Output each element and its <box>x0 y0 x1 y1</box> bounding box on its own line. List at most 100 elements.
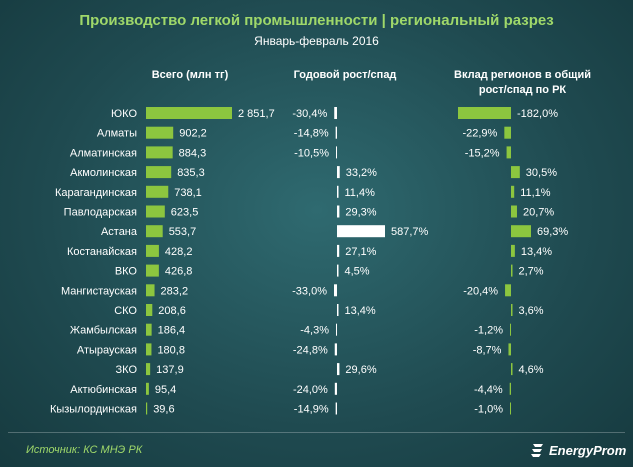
category-label: Павлодарская <box>64 207 137 219</box>
total-value-label: 2 851,7 <box>238 108 275 120</box>
total-value-label: 426,8 <box>165 266 193 278</box>
brand-logo: EnergyProm <box>530 441 626 459</box>
contribution-bar <box>510 402 511 415</box>
growth-value-label: 33,2% <box>346 167 377 179</box>
growth-bar <box>337 244 340 257</box>
contribution-bar <box>509 382 511 395</box>
total-bar <box>146 284 155 297</box>
growth-value-label: 13,4% <box>345 305 376 317</box>
total-value-label: 835,3 <box>177 167 205 179</box>
total-bar <box>146 126 174 139</box>
total-bar <box>146 205 165 218</box>
contribution-value-label: 30,5% <box>526 167 557 179</box>
total-bar <box>146 146 173 159</box>
growth-bar <box>336 146 337 159</box>
total-bar <box>146 304 153 316</box>
contribution-value-label: 4,6% <box>519 364 544 376</box>
growth-bar <box>337 363 340 376</box>
column-header-total: Всего (млн тг) <box>151 69 229 81</box>
total-bar <box>146 107 232 119</box>
growth-bar <box>334 284 337 297</box>
chart-title: Производство легкой промышленности | рег… <box>79 12 554 29</box>
growth-bar <box>337 205 340 218</box>
column-header-contribution: Вклад регионов в общий рост/спад по РК <box>454 69 591 96</box>
growth-value-label: -14,9% <box>294 404 329 416</box>
category-label: Астана <box>101 226 138 238</box>
growth-value-label: 11,4% <box>345 187 376 199</box>
category-label: ЗКО <box>116 364 138 376</box>
total-value-label: 623,5 <box>171 207 199 219</box>
growth-value-label: -30,4% <box>292 108 327 120</box>
growth-value-label: -33,0% <box>292 285 327 297</box>
total-bar <box>146 323 152 336</box>
contribution-bar <box>511 225 531 238</box>
total-value-label: 39,6 <box>153 404 174 416</box>
contribution-bar <box>458 107 511 119</box>
total-bar <box>146 264 159 277</box>
category-label: Мангистауская <box>61 285 137 297</box>
contribution-value-label: -22,9% <box>462 128 497 140</box>
growth-value-label: -14,8% <box>294 128 329 140</box>
total-value-label: 553,7 <box>169 226 197 238</box>
category-label: СКО <box>114 305 137 317</box>
total-bar <box>146 382 149 395</box>
contribution-bar <box>506 146 511 159</box>
total-value-label: 884,3 <box>179 147 207 159</box>
contribution-bar <box>504 126 511 139</box>
total-value-label: 208,6 <box>158 305 186 317</box>
growth-bar <box>337 166 340 179</box>
contribution-value-label: -182,0% <box>517 108 558 120</box>
total-bar <box>146 244 159 257</box>
energyprom-logo-icon <box>531 444 543 457</box>
contribution-value-label: -1,0% <box>474 404 503 416</box>
growth-bar <box>334 343 337 356</box>
category-label: Жамбылская <box>70 325 137 337</box>
category-label: Алматинская <box>70 147 137 159</box>
category-label: Алматы <box>97 128 137 140</box>
growth-value-label: -4,3% <box>300 325 329 337</box>
brand-name: EnergyProm <box>549 442 627 458</box>
contribution-bar <box>511 185 515 198</box>
category-label: Карагандинская <box>55 187 137 199</box>
total-value-label: 428,2 <box>165 246 193 258</box>
growth-value-label: -24,0% <box>293 384 328 396</box>
contribution-value-label: 2,7% <box>519 266 544 278</box>
category-label: Костанайская <box>67 246 137 258</box>
chart-subtitle: Январь-февраль 2016 <box>254 34 379 48</box>
total-bar <box>146 363 151 376</box>
total-value-label: 180,8 <box>157 344 185 356</box>
source-note: Источник: КС МНЭ РК <box>26 444 143 456</box>
contribution-value-label: 13,4% <box>521 246 552 258</box>
contribution-value-label: -1,2% <box>474 325 503 337</box>
category-label: ВКО <box>115 266 138 278</box>
growth-bar <box>337 185 339 198</box>
total-bar <box>146 225 163 238</box>
total-value-label: 95,4 <box>155 384 176 396</box>
contribution-value-label: 20,7% <box>523 207 554 219</box>
contribution-value-label: 69,3% <box>537 226 568 238</box>
total-bar <box>146 343 152 356</box>
contribution-value-label: -15,2% <box>465 147 500 159</box>
growth-bar <box>336 323 337 336</box>
total-value-label: 283,2 <box>161 285 189 297</box>
contribution-bar <box>510 323 511 336</box>
category-label: Кызылординская <box>50 404 137 416</box>
total-value-label: 137,9 <box>156 364 184 376</box>
growth-bar <box>337 225 385 238</box>
contribution-value-label: -4,4% <box>474 384 503 396</box>
category-label: ЮКО <box>111 108 137 120</box>
category-label: Акмолинская <box>70 167 137 179</box>
contribution-bar <box>505 284 511 297</box>
growth-value-label: -24,8% <box>293 344 328 356</box>
growth-value-label: 27,1% <box>345 246 376 258</box>
growth-bar <box>334 382 337 395</box>
total-bar <box>146 185 169 198</box>
growth-value-label: 29,3% <box>345 207 376 219</box>
contribution-bar <box>511 244 515 257</box>
contribution-bar <box>511 205 517 218</box>
growth-bar <box>337 304 339 316</box>
growth-value-label: 29,6% <box>345 364 376 376</box>
total-bar <box>146 166 172 179</box>
total-bar <box>146 402 148 415</box>
